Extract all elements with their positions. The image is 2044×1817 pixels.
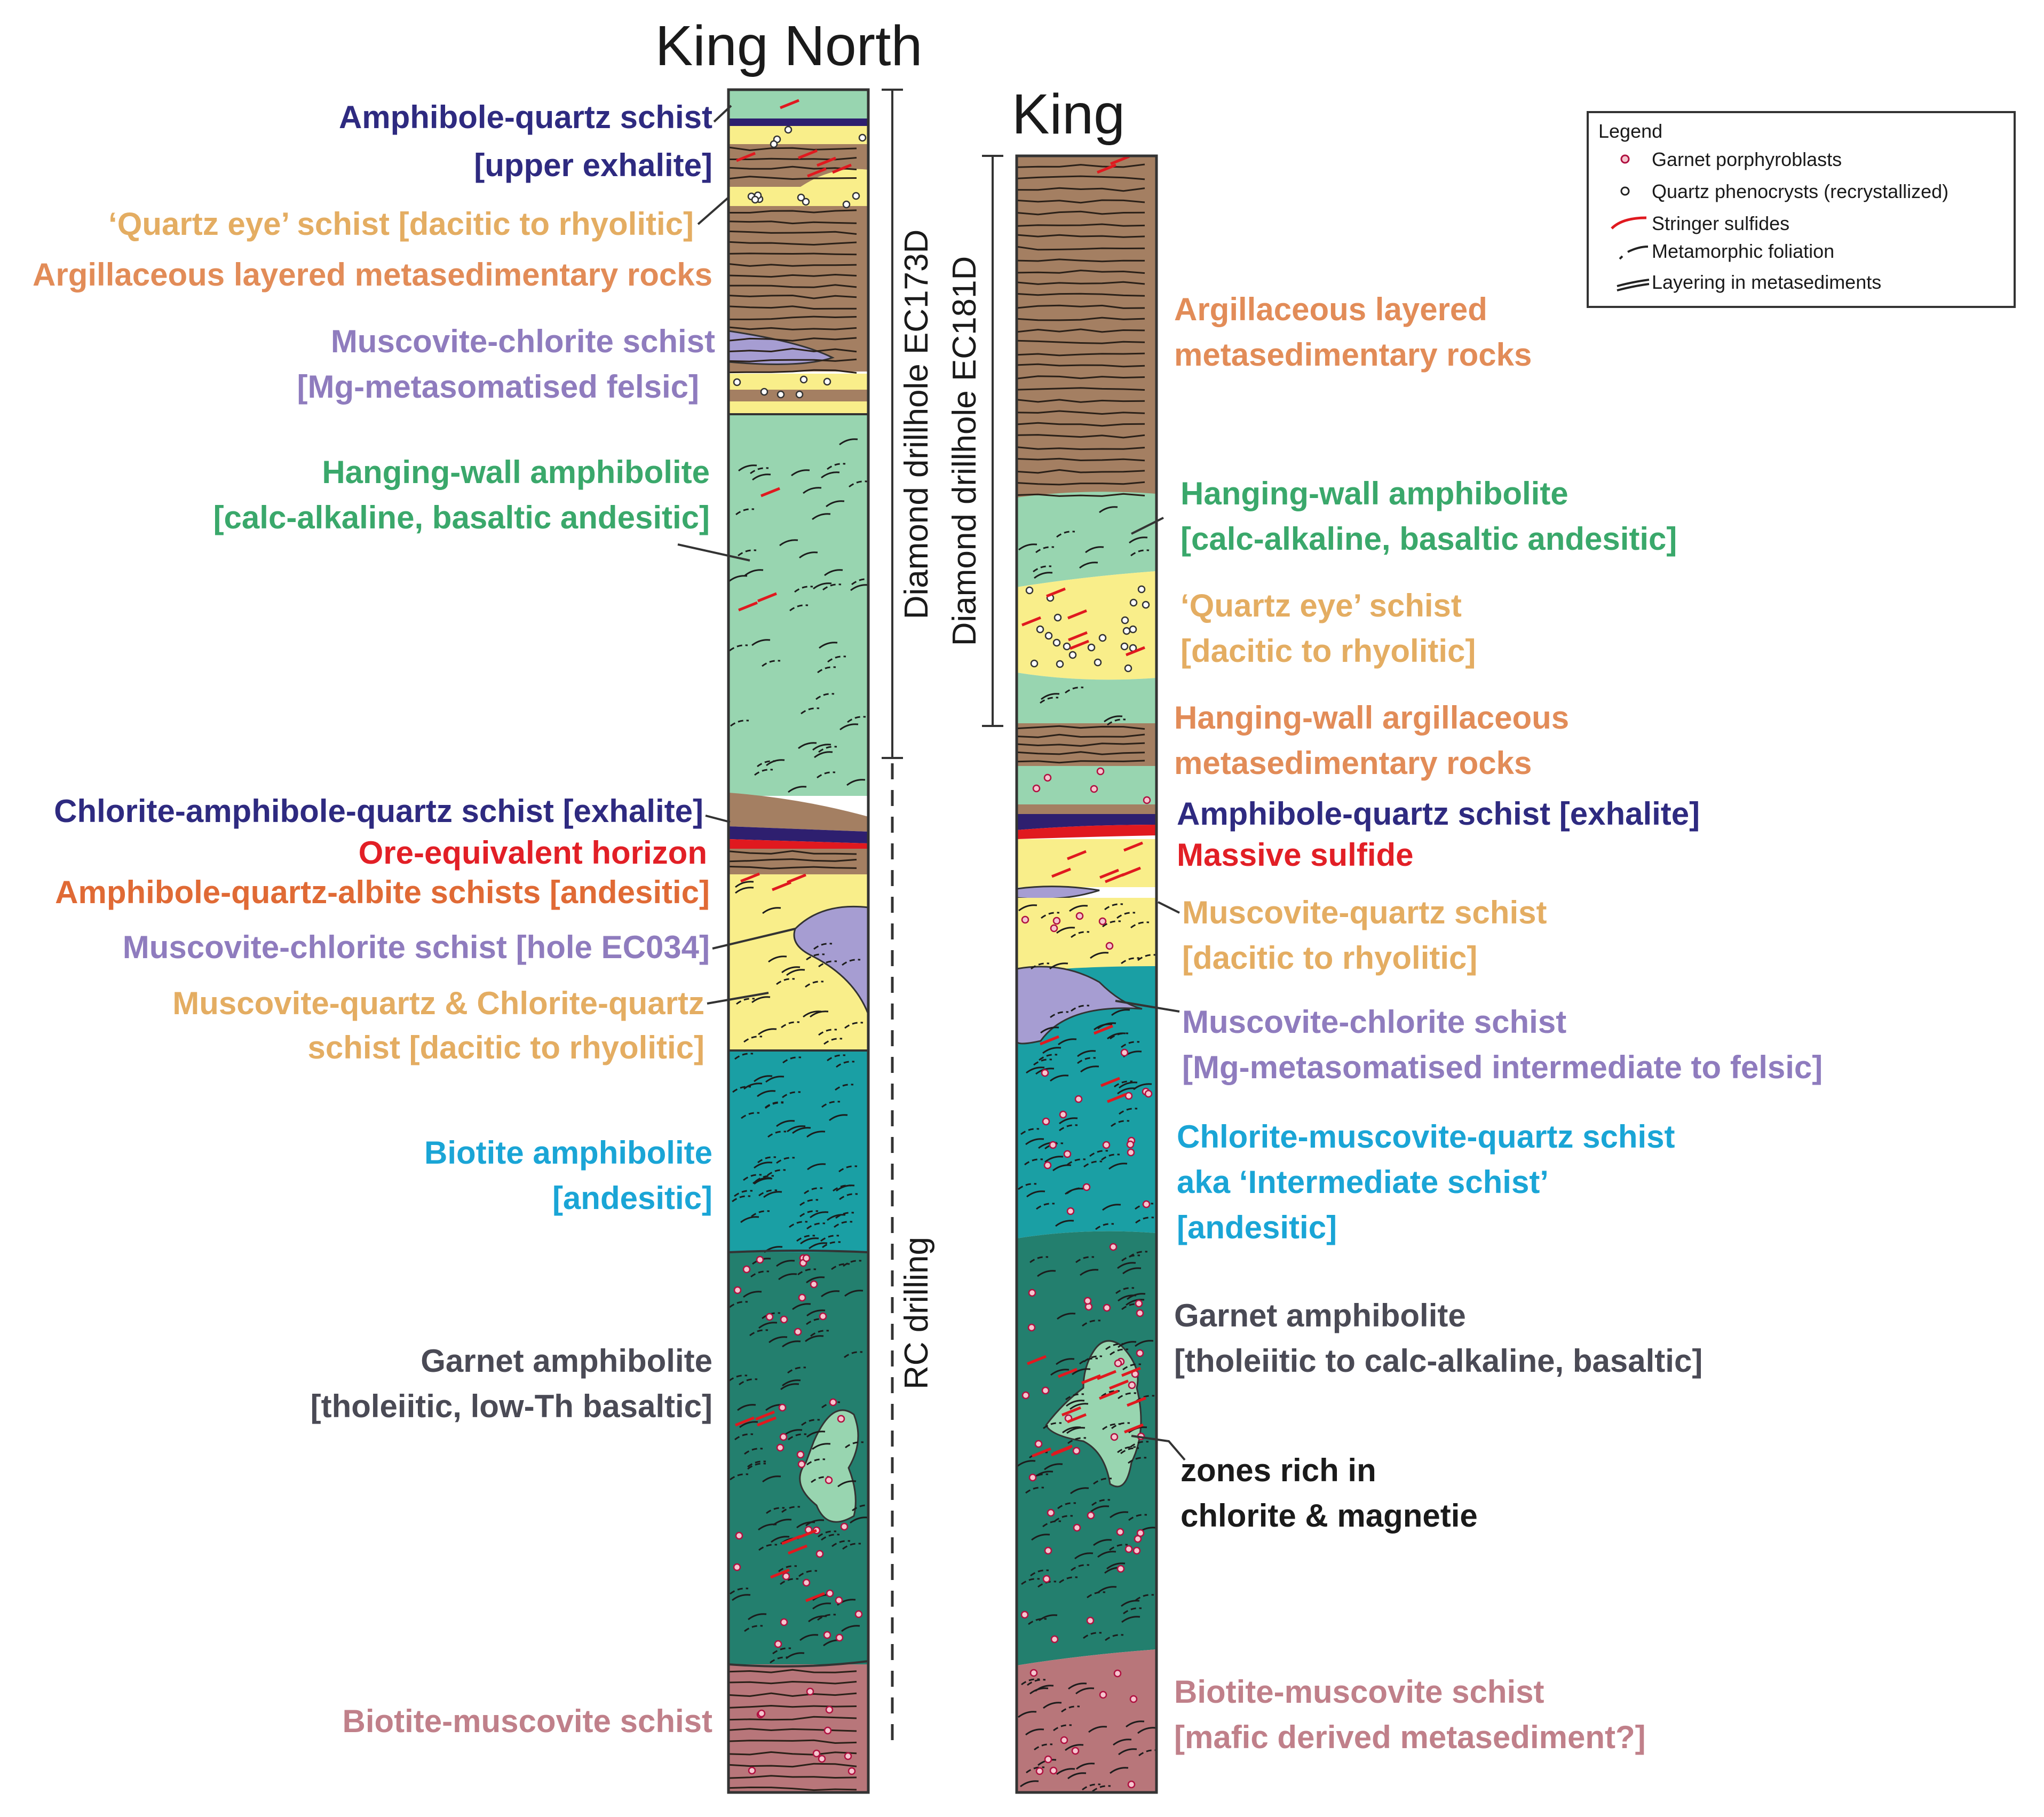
r-label-zones: zones rich in (1181, 1452, 1376, 1488)
label-amph-albite: Amphibole-quartz-albite schists [andesit… (55, 874, 710, 910)
label-musc-chl-hole: Muscovite-chlorite schist [hole EC034] (123, 929, 710, 965)
r-label-musc-qtz-2: [dacitic to rhyolitic] (1182, 940, 1477, 976)
label-ore-horizon: Ore-equivalent horizon (359, 835, 707, 871)
r-label-tholeiitic: [tholeiitic to calc-alkaline, basaltic] (1174, 1343, 1702, 1379)
unit-hw-amphibolite-right (1017, 492, 1156, 587)
king-north-column (728, 90, 868, 1792)
legend-item-quartz: Quartz phenocrysts (recrystallized) (1652, 180, 1948, 202)
unit-muscovite-chlorite-ec034 (793, 905, 868, 1015)
right-column-textures (1017, 156, 1156, 1792)
r-label-exhalite: Amphibole-quartz schist [exhalite] (1177, 796, 1700, 832)
label-diamond-ec181d: Diamond drillhole EC181D (946, 256, 983, 646)
unit-exhalite (728, 826, 868, 843)
label-amph-qtz-schist: Amphibole-quartz schist (339, 99, 712, 135)
r-label-calc-alkaline: [calc-alkaline, basaltic andesitic] (1181, 521, 1677, 557)
label-calc-alkaline: [calc-alkaline, basaltic andesitic] (213, 500, 710, 535)
title-king-north: King North (655, 14, 923, 77)
label-upper-exhalite: [upper exhalite] (474, 147, 712, 183)
r-label-argillaceous-2: metasedimentary rocks (1174, 337, 1532, 373)
unit-muscovite-quartz-right (1017, 898, 1156, 973)
r-label-musc-chl: Muscovite-chlorite schist (1182, 1004, 1566, 1040)
garnet-icon (1620, 154, 1630, 164)
legend-item-foliation: Metamorphic foliation (1652, 240, 1834, 262)
label-chl-amph-exhalite: Chlorite-amphibole-quartz schist [exhali… (54, 793, 703, 829)
legend-box (1587, 111, 2016, 308)
r-label-dacitic: [dacitic to rhyolitic] (1181, 633, 1476, 669)
unit-exhalite-right (1017, 814, 1156, 830)
layering-icon (1617, 279, 1650, 291)
legend-title: Legend (1598, 120, 1662, 142)
label-musc-qtz-2: schist [dacitic to rhyolitic] (308, 1030, 704, 1065)
unit-hw-amphibolite-right-2 (1017, 673, 1156, 723)
unit-garnet-amphibolite-right (1017, 1231, 1156, 1665)
unit-upper-exhalite (728, 118, 868, 126)
right-labels: Argillaceous layered metasedimentary roc… (1174, 291, 1823, 1755)
left-drill-intervals: Diamond drillhole EC173D RC drilling (882, 89, 935, 1745)
r-label-hw-arg: Hanging-wall argillaceous (1174, 700, 1569, 736)
label-hw-amphibolite: Hanging-wall amphibolite (322, 454, 710, 490)
unit-muscovite-chlorite-right (1017, 966, 1143, 1045)
label-mg-metasomatised: [Mg-metasomatised felsic] (297, 369, 699, 405)
unit-argillaceous-right (1017, 156, 1156, 497)
right-drill-interval: Diamond drillhole EC181D (946, 155, 1003, 727)
stringer-icon (1611, 216, 1647, 230)
label-garnet-amph: Garnet amphibolite (421, 1343, 712, 1379)
label-quartz-eye: ‘Quartz eye’ schist [dacitic to rhyoliti… (108, 206, 694, 242)
foliation-icon (1619, 246, 1649, 260)
r-label-mafic: [mafic derived metasediment?] (1174, 1719, 1646, 1755)
r-label-musc-qtz: Muscovite-quartz schist (1182, 895, 1547, 930)
zone-chlorite-magnetite (799, 1409, 859, 1523)
label-bio-musc: Biotite-muscovite schist (343, 1703, 713, 1739)
r-label-andesitic: [andesitic] (1177, 1210, 1337, 1245)
left-column-textures (728, 99, 868, 1791)
legend-item-layering: Layering in metasediments (1652, 271, 1881, 293)
left-labels: Amphibole-quartz schist [upper exhalite]… (33, 99, 715, 1739)
legend-item-stringer: Stringer sulfides (1652, 212, 1789, 234)
quartz-icon (1620, 186, 1630, 196)
legend-item-garnet: Garnet porphyroblasts (1652, 148, 1842, 170)
unit-argillaceous-thin-right (1017, 804, 1156, 814)
unit-quartz-eye-lower (728, 374, 868, 390)
label-musc-qtz: Muscovite-quartz & Chlorite-quartz (172, 985, 704, 1021)
title-king: King (1012, 83, 1125, 146)
unit-top-amphibolite (728, 90, 868, 120)
r-label-hw-arg-2: metasedimentary rocks (1174, 745, 1532, 781)
label-rc-drilling: RC drilling (898, 1237, 935, 1389)
label-musc-chl: Muscovite-chlorite schist (331, 323, 715, 359)
left-leader-lines (677, 105, 796, 1005)
musc-chl-thin-lens (1017, 886, 1100, 900)
unit-massive-sulfide (1017, 825, 1156, 839)
label-tholeiitic: [tholeiitic, low-Th basaltic] (311, 1388, 712, 1424)
r-label-garnet: Garnet amphibolite (1174, 1298, 1466, 1333)
r-label-chlorite-magnetie: chlorite & magnetie (1181, 1498, 1478, 1534)
king-column (1017, 156, 1156, 1792)
king-column-outline (1015, 154, 1158, 1794)
legend: Legend Garnet porphyroblasts Quartz phen… (1587, 111, 2016, 308)
king-north-column-outline (727, 88, 870, 1794)
r-label-chl-musc: Chlorite-muscovite-quartz schist (1177, 1119, 1675, 1155)
label-biotite-amph: Biotite amphibolite (424, 1135, 712, 1171)
label-diamond-ec173d: Diamond drillhole EC173D (898, 230, 935, 620)
zone-chlorite-magnetite-right (1045, 1340, 1142, 1488)
unit-quartz-eye-lowest (728, 401, 868, 414)
r-label-argillaceous: Argillaceous layered (1174, 291, 1487, 327)
r-label-mg-meta: [Mg-metasomatised intermediate to felsic… (1182, 1049, 1823, 1085)
unit-hw-amphibolite-right-3 (1017, 766, 1156, 804)
label-andesitic: [andesitic] (552, 1180, 712, 1216)
label-argillaceous: Argillaceous layered metasedimentary roc… (33, 257, 712, 293)
unit-argillaceous-lower (728, 793, 868, 832)
r-label-bio-musc: Biotite-muscovite schist (1174, 1674, 1544, 1710)
unit-quartz-eye-upper (728, 126, 868, 144)
r-label-quartz-eye: ‘Quartz eye’ schist (1181, 588, 1462, 623)
r-label-hw-amph: Hanging-wall amphibolite (1181, 476, 1568, 511)
right-leader-lines (1115, 517, 1186, 1461)
r-label-massive-sulfide: Massive sulfide (1177, 837, 1414, 873)
r-label-intermediate: aka ‘Intermediate schist’ (1177, 1164, 1549, 1200)
left-boundaries (728, 413, 869, 1668)
